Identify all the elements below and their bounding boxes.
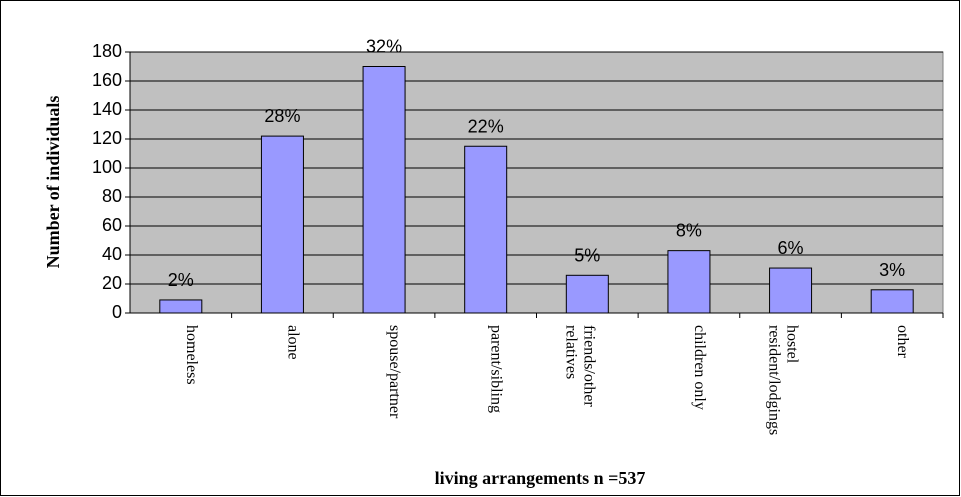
plot-area xyxy=(129,51,944,314)
bar xyxy=(260,135,304,314)
y-tick-label: 60 xyxy=(102,215,122,235)
bar xyxy=(159,299,203,314)
y-tick-label: 160 xyxy=(92,70,122,90)
y-tick-label: 180 xyxy=(92,41,122,61)
data-label: 3% xyxy=(879,260,905,280)
bar xyxy=(362,66,406,314)
data-label: 6% xyxy=(778,238,804,258)
bar xyxy=(870,289,914,314)
y-tick-label: 100 xyxy=(92,157,122,177)
bar xyxy=(667,250,711,314)
data-label: 8% xyxy=(676,221,702,241)
data-label: 32% xyxy=(366,37,402,57)
data-label: 2% xyxy=(168,270,194,290)
data-label: 28% xyxy=(264,106,300,126)
x-tick-label: friends/otherrelatives xyxy=(562,325,597,407)
y-tick-label: 20 xyxy=(102,273,122,293)
y-tick-label: 140 xyxy=(92,99,122,119)
x-tick-label: parent/sibling xyxy=(488,325,505,413)
x-tick-label: hostelresident/lodgings xyxy=(766,325,801,435)
bar xyxy=(464,145,508,314)
bar xyxy=(769,267,813,314)
x-tick-label: homeless xyxy=(183,325,200,385)
y-tick-label: 80 xyxy=(102,186,122,206)
y-tick-label: 40 xyxy=(102,244,122,264)
bar xyxy=(565,274,609,314)
x-tick-label: spouse/partner xyxy=(386,325,403,419)
y-tick-label: 120 xyxy=(92,128,122,148)
data-label: 22% xyxy=(468,116,504,136)
x-tick-label: children only xyxy=(691,325,708,410)
x-axis-title: living arrangements n =537 xyxy=(435,468,646,488)
data-label: 5% xyxy=(574,245,600,265)
x-tick-label: other xyxy=(894,325,911,359)
y-tick-label: 0 xyxy=(112,302,122,322)
y-axis-title: Number of individuals xyxy=(43,96,63,269)
x-tick-label: alone xyxy=(284,325,301,360)
